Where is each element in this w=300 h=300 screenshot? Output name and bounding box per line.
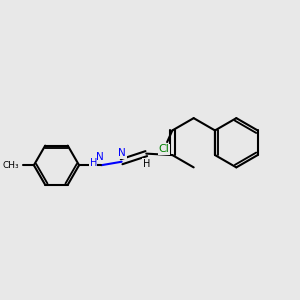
- Text: N: N: [118, 148, 126, 158]
- Text: Cl: Cl: [158, 144, 169, 154]
- Text: H: H: [142, 159, 150, 169]
- Text: H: H: [90, 158, 97, 168]
- Text: CH₃: CH₃: [3, 161, 20, 170]
- Text: N: N: [96, 152, 104, 162]
